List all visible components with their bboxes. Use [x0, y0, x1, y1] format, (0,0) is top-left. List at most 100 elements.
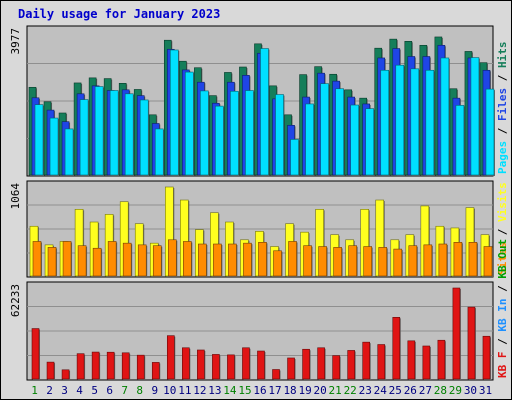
bar-sites-day-11-body — [183, 241, 192, 277]
x-tick-label-7: 7 — [121, 384, 128, 397]
x-tick-label-21: 21 — [329, 384, 342, 397]
bar-sites-day-7 — [122, 242, 133, 277]
bar-kbf-day-10-body — [166, 335, 175, 380]
bar-pages-day-22 — [350, 104, 360, 176]
bar-pages-day-14-body — [230, 90, 239, 176]
bar-sites-day-20 — [318, 246, 328, 277]
bar-sites-day-27 — [423, 244, 433, 277]
x-tick-label-19: 19 — [298, 384, 311, 397]
bar-pages-day-2-body — [49, 117, 59, 176]
legend-entry: Files — [496, 88, 509, 121]
legend-entry: / — [496, 279, 509, 299]
bar-kbf-day-29 — [452, 287, 461, 380]
bar-sites-day-18 — [288, 241, 298, 277]
bar-kbf-day-19 — [302, 348, 311, 380]
bar-kbf-day-29-body — [452, 287, 461, 380]
bar-pages-day-21 — [335, 88, 345, 176]
x-tick-label-2: 2 — [46, 384, 53, 397]
bar-sites-day-5 — [92, 247, 103, 277]
bar-sites-day-15 — [243, 242, 253, 277]
bar-sites-day-17-body — [273, 250, 282, 277]
bar-pages-day-6 — [109, 90, 120, 176]
bar-pages-day-13-body — [215, 105, 224, 176]
bar-sites-day-9-body — [152, 245, 162, 277]
bar-kbf-day-5-body — [91, 351, 100, 380]
bar-kbf-day-16-body — [257, 350, 265, 380]
bar-pages-day-26-body — [410, 68, 420, 176]
bar-pages-day-22-body — [350, 104, 359, 176]
bar-kbf-day-4-body — [76, 353, 85, 380]
bar-pages-day-30-body — [470, 57, 480, 176]
bar-sites-day-22 — [348, 245, 358, 277]
bar-kbf-day-1-body — [31, 328, 40, 380]
bar-sites-day-14-body — [228, 243, 237, 277]
x-tick-label-31: 31 — [479, 384, 492, 397]
bar-sites-day-4 — [77, 245, 88, 277]
bar-pages-day-30 — [470, 57, 480, 176]
bar-sites-day-30-body — [468, 242, 478, 277]
legend-entry: Visits — [496, 182, 509, 222]
x-tick-label-28: 28 — [434, 384, 447, 397]
bar-kbf-day-15-body — [242, 347, 250, 380]
bar-kbf-day-20 — [317, 347, 326, 380]
bar-kbf-day-17-body — [272, 369, 280, 380]
bar-sites-day-21-body — [333, 247, 342, 277]
bar-kbf-day-27-body — [422, 345, 431, 380]
bar-kbf-day-9 — [151, 362, 161, 380]
bar-pages-day-27 — [425, 69, 435, 176]
bar-sites-day-23-body — [363, 246, 373, 277]
bar-sites-day-21 — [333, 247, 343, 277]
bar-kbf-day-12-body — [197, 349, 205, 380]
bar-kbf-day-28 — [437, 339, 446, 380]
bar-pages-day-10-body — [169, 49, 179, 176]
bar-pages-day-24-body — [380, 69, 390, 176]
bar-sites-day-29-body — [453, 242, 463, 277]
bar-kbf-day-14-body — [227, 354, 235, 380]
bar-pages-day-29-body — [455, 105, 465, 176]
bar-pages-day-9 — [154, 128, 165, 176]
bar-sites-day-3 — [62, 241, 73, 277]
bar-kbf-day-26 — [407, 340, 416, 380]
bar-pages-day-1 — [34, 104, 44, 176]
bar-sites-day-16 — [258, 242, 268, 277]
bar-sites-day-25-body — [393, 248, 403, 277]
bar-pages-day-8 — [139, 99, 150, 176]
bar-pages-day-5 — [94, 86, 105, 176]
bar-kbf-day-22 — [347, 350, 356, 380]
bar-kbf-day-3 — [61, 369, 71, 380]
bar-kbf-day-31 — [482, 335, 491, 380]
bar-kbf-day-3-body — [61, 369, 70, 380]
y-max-label-visits-sites: 1064 — [9, 183, 22, 210]
bar-pages-day-11 — [185, 71, 195, 176]
bar-pages-day-18 — [290, 139, 300, 176]
bar-kbf-day-14 — [227, 354, 236, 380]
bar-pages-day-17 — [275, 94, 285, 176]
bar-kbf-day-5 — [91, 351, 101, 380]
bar-pages-day-4-body — [79, 99, 89, 176]
bar-pages-day-13 — [215, 105, 225, 176]
bar-kbf-day-7-body — [121, 352, 130, 380]
x-tick-label-1: 1 — [31, 384, 38, 397]
bar-kbf-day-23-body — [362, 341, 371, 380]
bar-pages-day-12-body — [200, 90, 209, 176]
bar-sites-day-11 — [183, 241, 193, 277]
bar-sites-day-31-body — [483, 246, 493, 277]
legend-hits-files-pages: Pages / Files / Hits — [496, 42, 509, 175]
legend-entry: / — [496, 332, 509, 352]
bar-pages-day-20 — [320, 83, 330, 176]
bar-pages-day-19 — [305, 103, 315, 176]
bar-kbf-day-26-body — [407, 340, 416, 380]
bar-pages-day-16 — [260, 48, 270, 176]
bar-pages-day-15-body — [245, 90, 254, 176]
bar-pages-day-23-body — [365, 108, 375, 176]
bar-kbf-day-21-body — [332, 355, 340, 380]
bar-pages-day-4 — [79, 99, 90, 176]
x-tick-label-11: 11 — [178, 384, 191, 397]
bar-kbf-day-7 — [121, 352, 131, 380]
bar-kbf-day-13 — [212, 354, 221, 380]
x-tick-label-24: 24 — [374, 384, 388, 397]
legend-entry: / — [496, 121, 509, 141]
bar-kbf-day-25 — [392, 317, 401, 380]
bar-pages-day-20-body — [320, 83, 329, 176]
bar-kbf-day-15 — [242, 347, 251, 380]
